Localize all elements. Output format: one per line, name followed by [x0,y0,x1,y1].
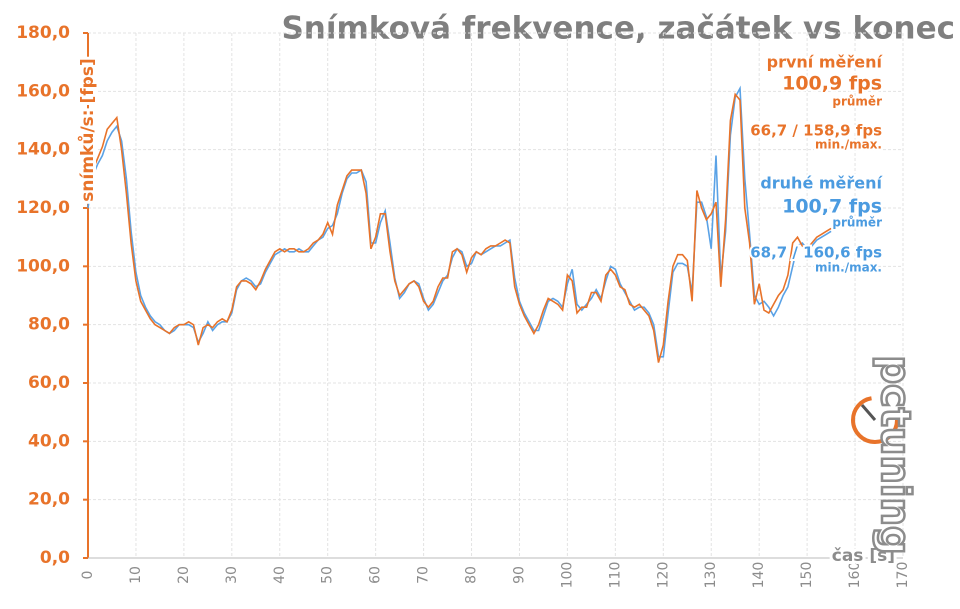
y-tick-label: 120,0 [16,198,70,218]
annotation: druhé měření [760,174,883,193]
annotation: průměr [832,216,882,230]
x-tick-label: 150 [799,562,815,589]
y-tick-label: 40,0 [28,431,70,451]
x-tick-label: 70 [416,566,432,584]
y-tick-label: 0,0 [40,548,70,568]
x-tick-label: 160 [847,562,863,589]
x-tick-label: 50 [320,566,336,584]
y-tick-label: 140,0 [16,140,70,160]
y-tick-label: 20,0 [28,490,70,510]
y-tick-label: 80,0 [28,315,70,335]
annotation: 68,7 / 160,6 fps [750,244,882,262]
series-line [87,85,832,358]
annotation: 100,9 fps [782,73,882,95]
y-tick-label: 60,0 [28,373,70,393]
annotation: min./max. [815,261,882,275]
x-tick-label: 0 [80,571,96,580]
x-tick-label: 110 [607,562,623,589]
x-tick-label: 30 [224,566,240,584]
x-tick-label: 140 [751,562,767,589]
annotation: první měření [767,53,884,72]
x-tick-label: 90 [511,566,527,584]
x-tick-label: 10 [128,566,144,584]
x-tick-label: 80 [464,566,480,584]
x-tick-label: 170 [895,562,911,589]
y-axis-label: snímků/s: [fps] [76,58,98,201]
x-tick-label: 100 [559,562,575,589]
logo-needle [860,404,877,421]
x-tick-label: 130 [703,562,719,589]
annotation: 66,7 / 158,9 fps [750,122,882,140]
annotation: 100,7 fps [782,196,882,218]
x-tick-label: 60 [368,566,384,584]
x-tick-label: 120 [655,562,671,589]
logo-ring [851,396,899,444]
annotation: průměr [832,95,882,109]
x-axis-label: čas [s] [832,546,895,566]
y-tick-label: 160,0 [16,81,70,101]
x-tick-label: 40 [272,566,288,584]
logo: pctuning [872,355,918,554]
y-tick-label: 100,0 [16,256,70,276]
chart-title: Snímková frekvence, začátek vs konec [281,11,955,47]
series-line [87,92,832,363]
annotation: min./max. [815,138,882,152]
x-tick-label: 20 [176,566,192,584]
y-tick-label: 180,0 [16,23,70,43]
